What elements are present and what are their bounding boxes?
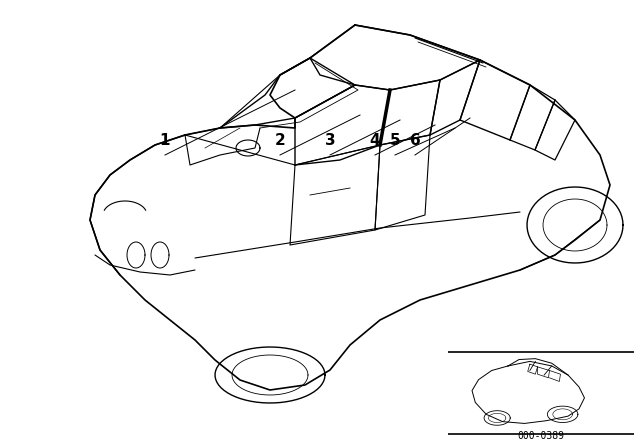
Text: 1: 1 bbox=[160, 133, 170, 148]
Text: 4: 4 bbox=[370, 133, 380, 148]
Text: 6: 6 bbox=[410, 133, 420, 148]
Text: 000-0389: 000-0389 bbox=[517, 431, 564, 441]
Text: 5: 5 bbox=[390, 133, 400, 148]
Text: 3: 3 bbox=[324, 133, 335, 148]
Text: 2: 2 bbox=[275, 133, 285, 148]
